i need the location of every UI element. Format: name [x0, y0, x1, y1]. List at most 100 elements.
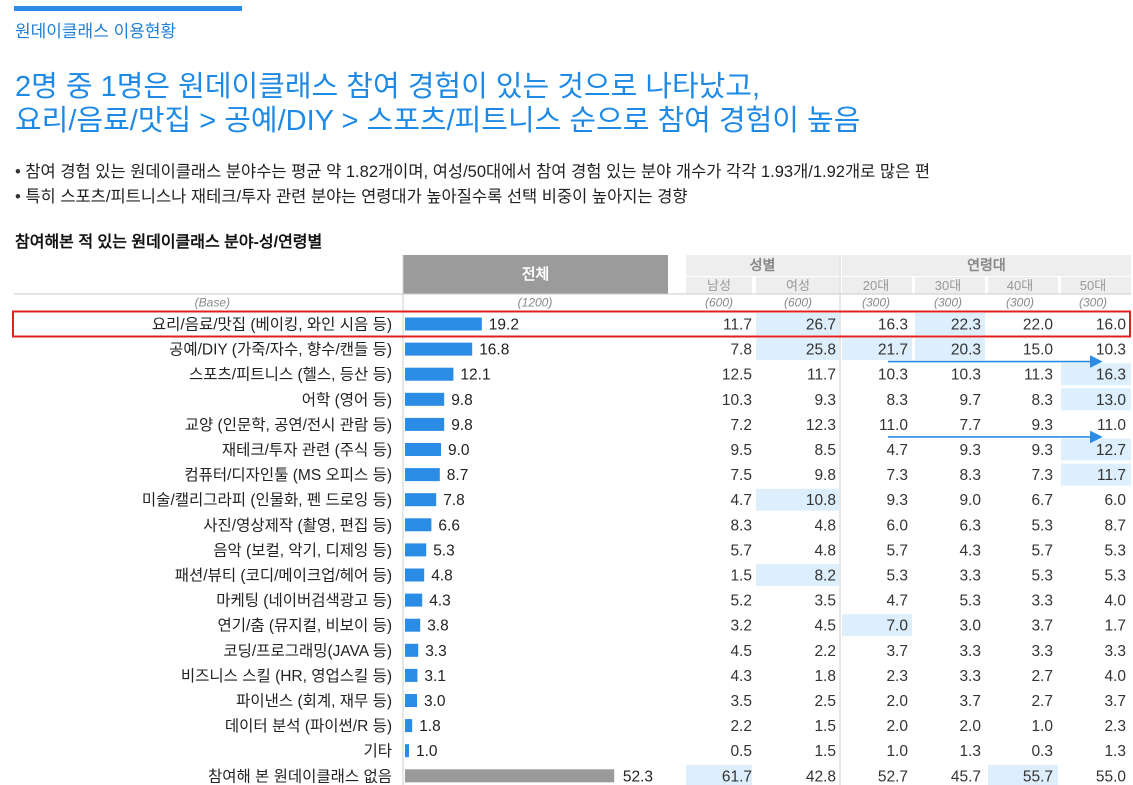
base-value: (300) — [934, 296, 962, 310]
total-bar — [405, 518, 432, 532]
row-label: 교양 (인문학, 공연/전시 관람 등) — [185, 416, 392, 434]
cell-value: 3.7 — [1031, 618, 1053, 635]
total-bar — [405, 593, 423, 607]
cell-value: 9.3 — [1031, 417, 1053, 434]
cell-value: 52.7 — [878, 768, 908, 785]
cell-value: 13.0 — [1096, 392, 1127, 409]
row-label: 컴퓨터/디자인툴 (MS 오피스 등) — [184, 466, 392, 484]
cell-value: 4.3 — [959, 542, 981, 559]
highlight-cell — [756, 313, 839, 335]
cell-value: 3.5 — [730, 693, 752, 710]
cell-value: 9.3 — [814, 392, 836, 409]
base-value: (300) — [1006, 296, 1034, 310]
column-header-cell — [686, 277, 752, 294]
cell-value: 16.3 — [878, 317, 908, 334]
cell-value: 7.5 — [730, 467, 752, 484]
cell-value: 3.3 — [959, 643, 981, 660]
bullet-1: 참여 경험 있는 원데이클래스 분야수는 평균 약 1.82개이며, 여성/50… — [15, 160, 930, 185]
cell-value: 5.3 — [1104, 568, 1126, 585]
cell-value: 20.3 — [951, 342, 981, 359]
cell-value: 2.3 — [886, 668, 908, 685]
total-bar — [405, 769, 615, 783]
column-header-label: 50대 — [1080, 278, 1106, 293]
row-label: 공예/DIY (가죽/자수, 향수/캔들 등) — [169, 341, 392, 359]
cell-value: 15.0 — [1023, 342, 1054, 359]
total-value: 3.0 — [424, 693, 446, 710]
cell-value: 3.3 — [1031, 643, 1053, 660]
total-bar — [405, 543, 427, 557]
gender-header-cell — [686, 255, 839, 276]
cell-value: 3.7 — [1104, 693, 1126, 710]
highlight-cell — [686, 764, 752, 785]
base-value: (600) — [705, 296, 733, 310]
highlight-cell — [915, 338, 985, 361]
total-header-label: 전체 — [522, 266, 550, 283]
cell-value: 9.0 — [959, 492, 981, 509]
cell-value: 7.3 — [1031, 467, 1053, 484]
cell-value: 2.0 — [959, 718, 981, 735]
total-value: 9.8 — [451, 417, 473, 434]
total-value: 4.3 — [429, 593, 451, 610]
row-label: 코딩/프로그래밍(JAVA 등) — [223, 642, 392, 660]
row-label: 음악 (보컬, 악기, 디제잉 등) — [213, 541, 392, 559]
cell-value: 4.8 — [814, 542, 836, 559]
cell-value: 61.7 — [722, 768, 752, 785]
cell-value: 9.3 — [959, 442, 981, 459]
cell-value: 21.7 — [878, 342, 908, 359]
highlight-cell — [756, 338, 839, 361]
cell-value: 5.3 — [1031, 568, 1053, 585]
cell-value: 4.8 — [814, 517, 836, 534]
cell-value: 2.7 — [1031, 668, 1053, 685]
cell-value: 11.0 — [879, 417, 908, 434]
base-value: (300) — [862, 296, 890, 310]
cell-value: 42.8 — [806, 768, 836, 785]
cell-value: 2.7 — [1031, 693, 1053, 710]
cell-value: 22.3 — [951, 317, 981, 334]
highlight-cell — [842, 338, 912, 361]
cell-value: 26.7 — [806, 317, 836, 334]
total-bar — [405, 367, 454, 381]
cell-value: 2.2 — [814, 643, 836, 660]
column-header-label: 남성 — [707, 278, 731, 293]
cell-value: 4.7 — [730, 492, 752, 509]
cell-value: 3.2 — [730, 618, 752, 635]
highlight-cell — [1061, 388, 1131, 411]
total-bar — [405, 568, 425, 582]
bullet-2: 특히 스포츠/피트니스나 재테크/투자 관련 분야는 연령대가 높아질수록 선택… — [15, 185, 930, 210]
cell-value: 0.5 — [730, 743, 752, 760]
cell-value: 25.8 — [806, 342, 836, 359]
highlight-cell — [1061, 438, 1131, 461]
total-value: 52.3 — [623, 768, 653, 785]
cell-value: 4.0 — [1104, 593, 1126, 610]
row-label: 참여해 본 원데이클래스 없음 — [208, 767, 392, 785]
row-label: 비즈니스 스킬 (HR, 영업스킬 등) — [181, 667, 392, 685]
cell-value: 1.5 — [814, 743, 836, 760]
cell-value: 5.3 — [886, 568, 908, 585]
total-bar — [405, 317, 482, 331]
cell-value: 2.3 — [1104, 718, 1126, 735]
cell-value: 5.7 — [886, 542, 908, 559]
cell-value: 4.5 — [814, 618, 836, 635]
cell-value: 16.0 — [1096, 317, 1127, 334]
column-header-cell — [842, 277, 912, 294]
highlight-cell — [1061, 363, 1131, 386]
highlight-cell — [842, 614, 912, 637]
total-bar — [405, 668, 418, 682]
total-value: 16.8 — [479, 342, 509, 359]
cell-value: 8.3 — [959, 467, 981, 484]
cell-value: 1.0 — [1031, 718, 1053, 735]
total-value: 3.1 — [424, 668, 446, 685]
base-label: (Base) — [195, 296, 230, 310]
column-header-label: 30대 — [935, 278, 961, 293]
cell-value: 12.3 — [806, 417, 836, 434]
cell-value: 5.2 — [730, 593, 752, 610]
row-label: 어학 (영어 등) — [302, 391, 392, 409]
row-label: 데이터 분석 (파이썬/R 등) — [225, 717, 392, 735]
cell-value: 11.0 — [1097, 417, 1126, 434]
cell-value: 9.3 — [1031, 442, 1053, 459]
cell-value: 1.7 — [1104, 618, 1126, 635]
cell-value: 1.3 — [1104, 743, 1126, 760]
total-bar — [405, 744, 409, 758]
cell-value: 3.5 — [814, 593, 836, 610]
cell-value: 5.7 — [730, 542, 752, 559]
